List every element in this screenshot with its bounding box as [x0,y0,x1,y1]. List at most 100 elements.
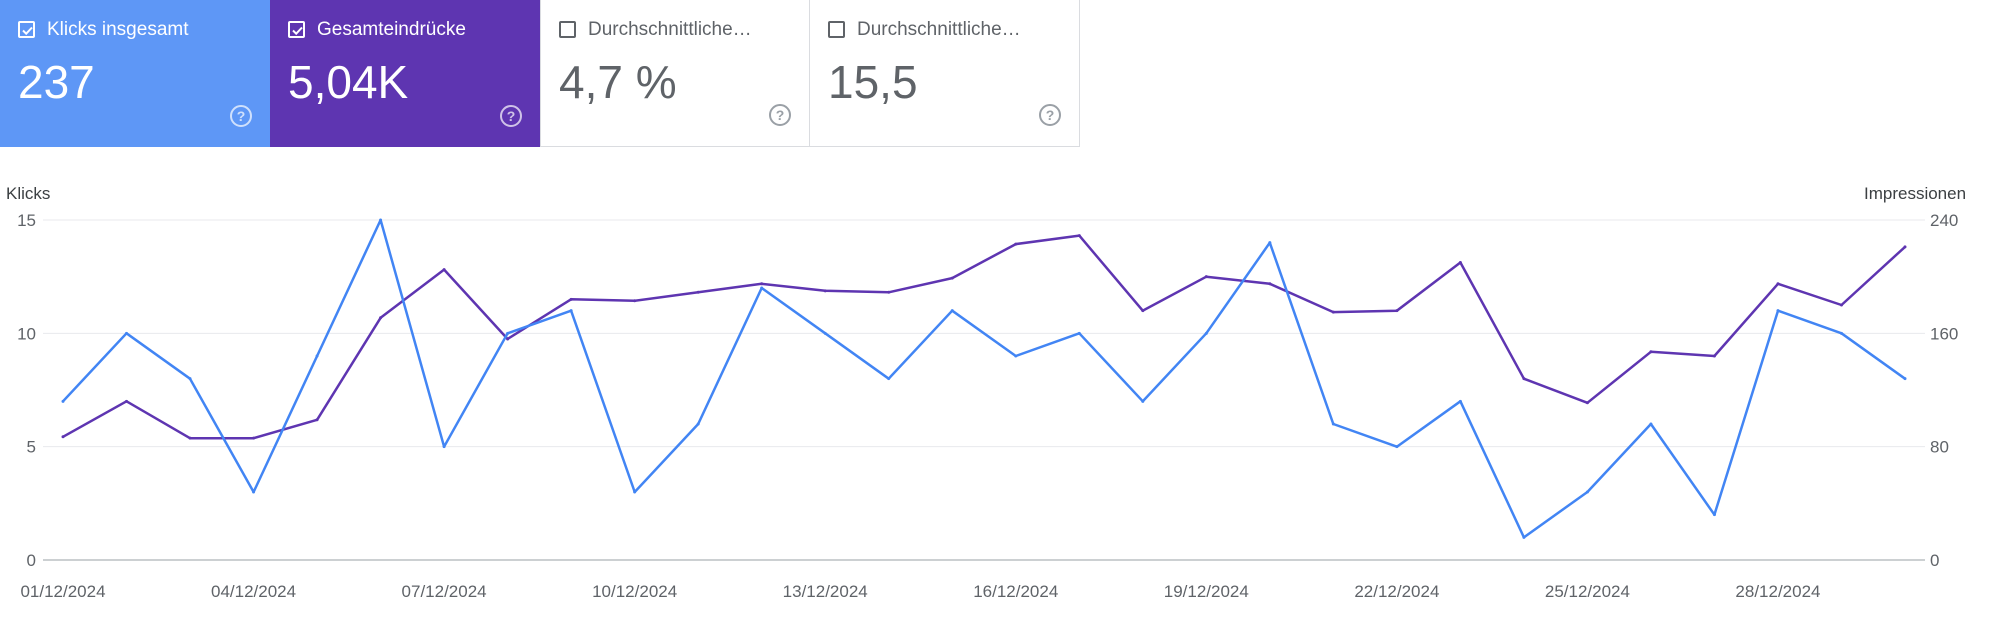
data-point-impressions [823,289,827,293]
x-tick-label: 01/12/2024 [20,582,105,601]
x-tick-label: 19/12/2024 [1164,582,1249,601]
metric-card-total-clicks[interactable]: Klicks insgesamt 237 ? [0,0,270,147]
data-point-impressions [379,316,383,320]
data-point-clicks [887,377,891,381]
data-point-impressions [315,418,319,422]
data-point-impressions [1776,282,1780,286]
y-left-tick-label: 10 [17,324,36,343]
data-point-impressions [760,282,764,286]
help-icon[interactable]: ? [1039,104,1061,126]
data-point-clicks [442,445,446,449]
y-right-tick-label: 160 [1930,324,1958,343]
x-tick-label: 16/12/2024 [973,582,1058,601]
data-point-impressions [442,268,446,272]
x-tick-label: 04/12/2024 [211,582,296,601]
data-point-clicks [1458,399,1462,403]
data-point-clicks [696,422,700,426]
data-point-clicks [760,286,764,290]
data-point-clicks [1268,241,1272,245]
data-point-clicks [1776,309,1780,313]
data-point-clicks [633,490,637,494]
data-point-impressions [696,290,700,294]
checkbox-checked-icon[interactable] [18,21,35,38]
data-point-impressions [1395,309,1399,313]
checkbox-checked-icon[interactable] [288,21,305,38]
metric-value: 237 [18,56,95,108]
metric-value: 5,04K [288,56,409,108]
data-point-impressions [569,297,573,301]
y-right-tick-label: 0 [1930,551,1939,570]
data-point-impressions [1077,234,1081,238]
x-tick-label: 25/12/2024 [1545,582,1630,601]
data-point-impressions [633,299,637,303]
data-point-impressions [1458,261,1462,264]
data-point-impressions [1141,309,1145,313]
data-point-clicks [1649,422,1653,426]
data-point-clicks [61,399,65,403]
data-point-impressions [61,435,65,439]
data-point-clicks [823,331,827,335]
metric-cards: Klicks insgesamt 237 ? Gesamteindrücke 5… [0,0,1080,147]
data-point-clicks [1839,331,1843,335]
metric-value: 15,5 [828,56,918,108]
series-line-clicks [62,218,1906,539]
data-point-clicks [379,218,383,222]
data-point-impressions [252,436,256,440]
x-tick-label: 28/12/2024 [1735,582,1820,601]
data-point-clicks [569,309,573,313]
help-icon[interactable]: ? [769,104,791,126]
data-point-impressions [1014,242,1018,246]
data-point-clicks [1077,331,1081,335]
left-axis-title: Klicks [6,184,51,203]
data-point-clicks [1522,535,1526,539]
series-line-impressions [62,234,1906,440]
data-point-impressions [125,399,129,403]
data-point-clicks [1585,490,1589,494]
data-point-clicks [125,331,129,335]
metric-label: Klicks insgesamt [47,19,189,40]
checkbox-unchecked-icon[interactable] [828,21,845,38]
data-point-clicks [1204,331,1208,335]
data-point-clicks [1014,354,1018,358]
data-point-clicks [1903,377,1907,381]
y-right-tick-label: 80 [1930,438,1949,457]
data-point-clicks [188,377,192,381]
metric-card-average-ctr[interactable]: Durchschnittliche… 4,7 % ? [540,0,810,147]
data-point-impressions [1268,282,1272,286]
data-point-clicks [1331,422,1335,426]
data-point-impressions [1585,401,1589,405]
x-tick-label: 07/12/2024 [402,582,487,601]
y-right-tick-label: 240 [1930,211,1958,230]
checkbox-unchecked-icon[interactable] [559,21,576,38]
metric-label: Durchschnittliche… [857,19,1021,40]
right-axis-title: Impressionen [1864,184,1967,203]
y-left-tick-label: 15 [17,211,36,230]
help-icon[interactable]: ? [500,105,522,127]
data-point-clicks [1141,399,1145,403]
x-tick-label: 13/12/2024 [783,582,868,601]
data-point-impressions [887,290,891,294]
metric-card-average-position[interactable]: Durchschnittliche… 15,5 ? [810,0,1080,147]
data-point-clicks [950,309,954,313]
metric-card-total-impressions[interactable]: Gesamteindrücke 5,04K ? [270,0,540,147]
metric-value: 4,7 % [559,56,677,108]
metric-label: Gesamteindrücke [317,19,466,40]
data-point-clicks [506,331,510,335]
help-icon[interactable]: ? [230,105,252,127]
metric-label: Durchschnittliche… [588,19,752,40]
data-point-clicks [1712,513,1716,517]
data-point-impressions [1712,354,1716,358]
y-left-tick-label: 0 [27,551,36,570]
data-point-clicks [315,354,319,358]
data-point-impressions [950,276,954,280]
x-tick-label: 22/12/2024 [1354,582,1439,601]
data-point-impressions [1903,245,1907,249]
data-point-impressions [506,337,510,341]
y-left-tick-label: 5 [27,438,36,457]
data-point-impressions [1522,377,1526,381]
data-point-clicks [252,490,256,494]
data-point-impressions [1204,275,1208,279]
data-point-impressions [188,436,192,440]
x-tick-label: 10/12/2024 [592,582,677,601]
